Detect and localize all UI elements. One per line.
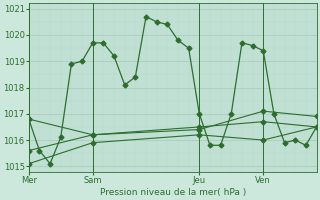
X-axis label: Pression niveau de la mer( hPa ): Pression niveau de la mer( hPa )	[100, 188, 246, 197]
